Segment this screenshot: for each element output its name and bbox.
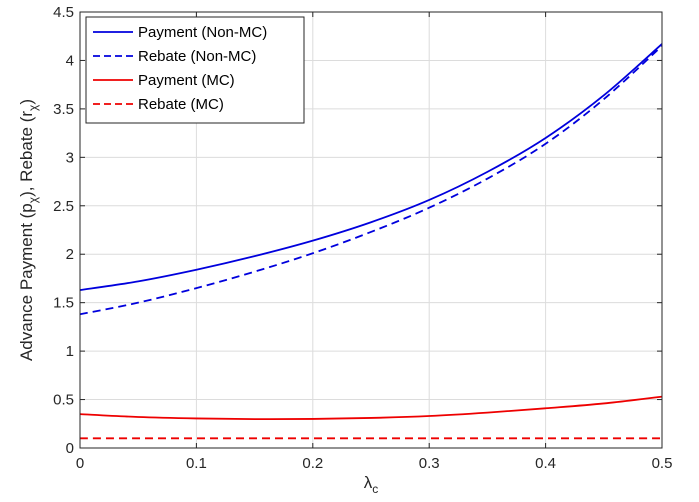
y-axis-label-close: ): [17, 99, 36, 105]
x-axis-label-main: λ: [364, 473, 373, 492]
y-axis-label: Advance Payment (pχ), Rebate (rχ): [17, 99, 40, 361]
legend-box: [85, 16, 305, 124]
legend-label-payment-mc: Payment (MC): [138, 72, 235, 89]
series-group: [79, 43, 663, 440]
x-axis-label-subscript: c: [372, 482, 378, 496]
y-tick-label: 3: [66, 149, 74, 166]
legend-label-rebate-mc: Rebate (MC): [138, 96, 224, 113]
x-tick-label: 0.2: [302, 455, 323, 472]
y-tick-label: 0: [66, 440, 74, 457]
y-axis-label-rebate: ), Rebate (r: [17, 111, 36, 197]
y-tick-label: 4: [66, 52, 74, 69]
y-tick-label: 0.5: [53, 392, 74, 409]
plot-area-frame: [79, 11, 663, 449]
series-line-payment-non-mc: [79, 43, 663, 291]
y-axis-label-rebate-subscript: χ: [26, 104, 40, 111]
legend-label-payment-non-mc: Payment (Non-MC): [138, 24, 267, 41]
y-tick-label: 2: [66, 246, 74, 263]
legend-label-rebate-non-mc: Rebate (Non-MC): [138, 48, 256, 65]
legend: Payment (Non-MC) Rebate (Non-MC) Payment (…: [85, 16, 305, 124]
grid: [80, 12, 662, 448]
y-axis-label-payment-subscript: χ: [26, 196, 40, 203]
x-tick-label: 0.1: [186, 455, 207, 472]
series-line-rebate-non-mc: [79, 45, 663, 316]
series-line-payment-mc: [79, 395, 663, 421]
x-tick-label: 0: [76, 455, 84, 472]
y-tick-label: 1.5: [53, 295, 74, 312]
y-tick-label: 2.5: [53, 198, 74, 215]
x-tick-label: 0.5: [652, 455, 673, 472]
y-tick-label: 3.5: [53, 101, 74, 118]
legend-entries: Payment (Non-MC) Rebate (Non-MC) Payment (…: [93, 24, 267, 113]
y-tick-label: 4.5: [53, 4, 74, 21]
y-tick-label: 1: [66, 343, 74, 360]
ticks: 0 0.1 0.2 0.3 0.4 0.5 0 0.5 1 1.5 2 2.5 3 3.5 4 4.5: [53, 4, 672, 472]
x-tick-label: 0.3: [419, 455, 440, 472]
y-axis-label-payment: Advance Payment (p: [17, 203, 36, 361]
x-tick-label: 0.4: [535, 455, 556, 472]
x-axis-label: λc: [364, 473, 379, 496]
